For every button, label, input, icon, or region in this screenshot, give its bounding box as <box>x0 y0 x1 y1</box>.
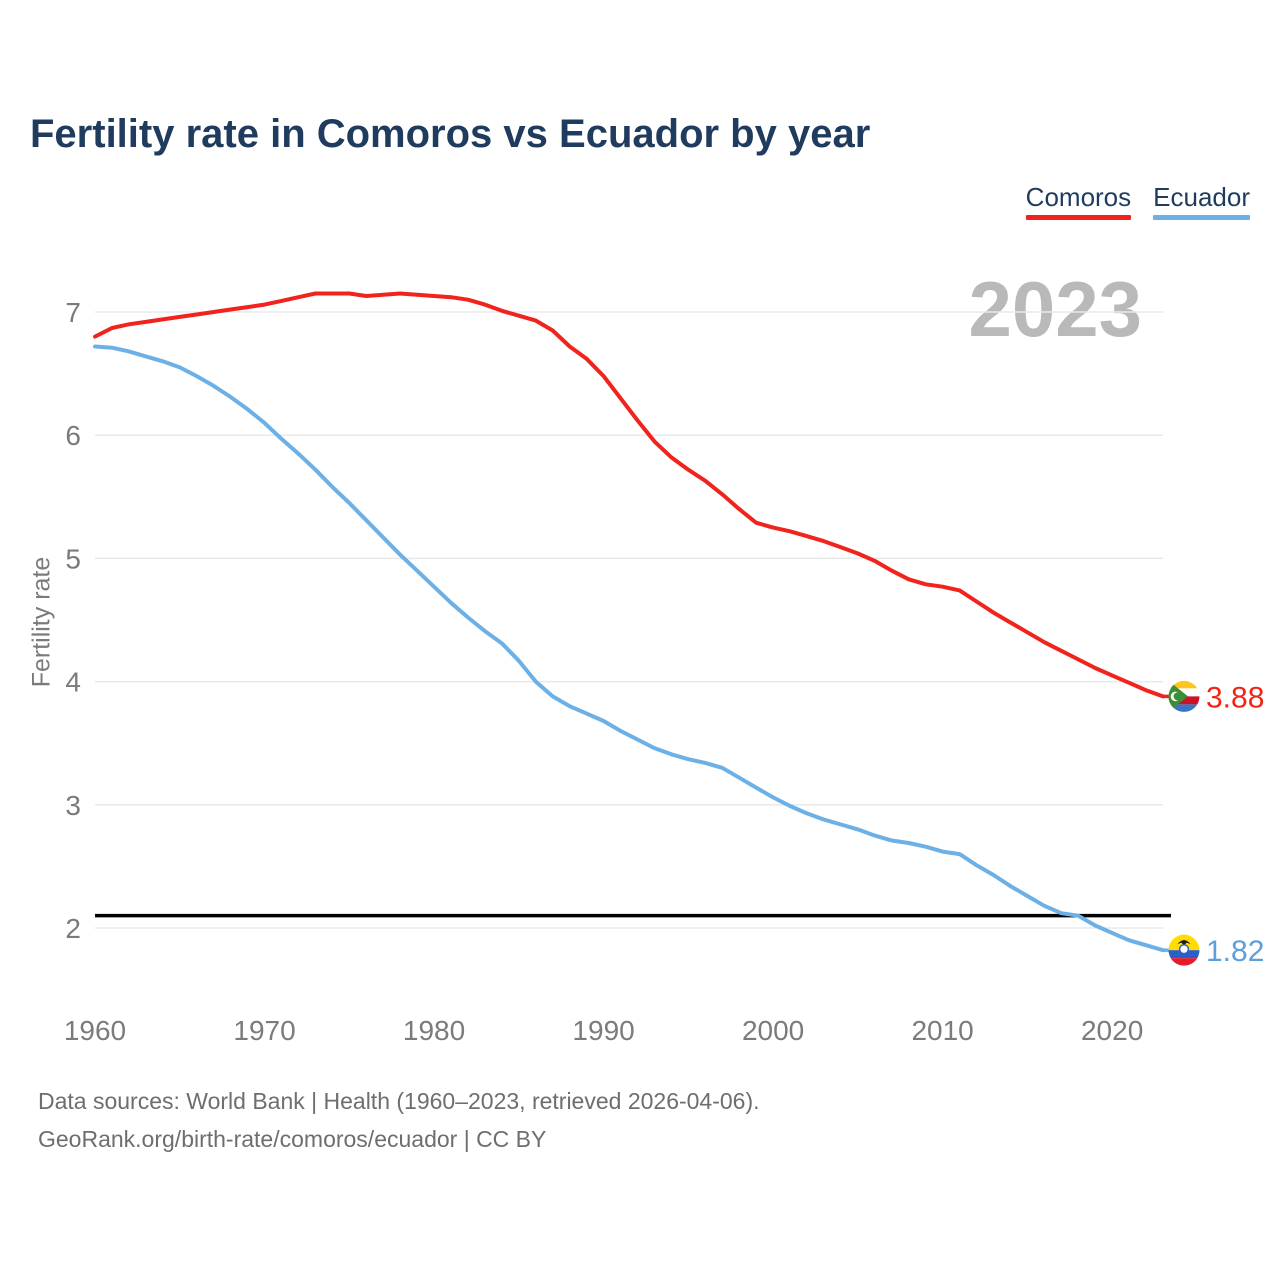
y-tick-label: 5 <box>65 543 81 574</box>
y-tick-label: 6 <box>65 420 81 451</box>
y-tick-label: 3 <box>65 790 81 821</box>
y-tick-label: 7 <box>65 297 81 328</box>
legend-item-ecuador[interactable]: Ecuador <box>1153 182 1250 220</box>
page-title: Fertility rate in Comoros vs Ecuador by … <box>30 112 871 156</box>
x-tick-label: 2010 <box>911 1015 973 1046</box>
legend-label-comoros: Comoros <box>1025 182 1132 212</box>
x-tick-label: 2020 <box>1081 1015 1143 1046</box>
legend: Comoros Ecuador <box>1025 182 1250 220</box>
x-tick-label: 1980 <box>403 1015 465 1046</box>
y-tick-label: 2 <box>65 913 81 944</box>
ecuador-flag-icon <box>1168 934 1200 966</box>
comoros-value-label: 3.88 <box>1206 681 1264 714</box>
x-tick-label: 2000 <box>742 1015 804 1046</box>
legend-item-comoros[interactable]: Comoros <box>1025 182 1132 220</box>
watermark-year: 2023 <box>968 265 1142 353</box>
x-tick-label: 1970 <box>233 1015 295 1046</box>
series-line-ecuador[interactable] <box>93 344 1165 953</box>
y-tick-label: 4 <box>65 667 81 698</box>
ecuador-value-label: 1.82 <box>1206 935 1264 968</box>
legend-underline-comoros <box>1025 215 1132 220</box>
series-line-comoros[interactable] <box>93 291 1165 699</box>
x-tick-label: 1990 <box>572 1015 634 1046</box>
x-tick-label: 1960 <box>64 1015 126 1046</box>
footer-data-sources: Data sources: World Bank | Health (1960–… <box>38 1088 760 1114</box>
legend-underline-ecuador <box>1153 215 1250 220</box>
footer: Data sources: World Bank | Health (1960–… <box>38 1082 760 1158</box>
comoros-flag-icon <box>1168 680 1200 712</box>
legend-label-ecuador: Ecuador <box>1153 182 1250 212</box>
footer-attribution-link: GeoRank.org/birth-rate/comoros/ecuador |… <box>38 1126 547 1152</box>
